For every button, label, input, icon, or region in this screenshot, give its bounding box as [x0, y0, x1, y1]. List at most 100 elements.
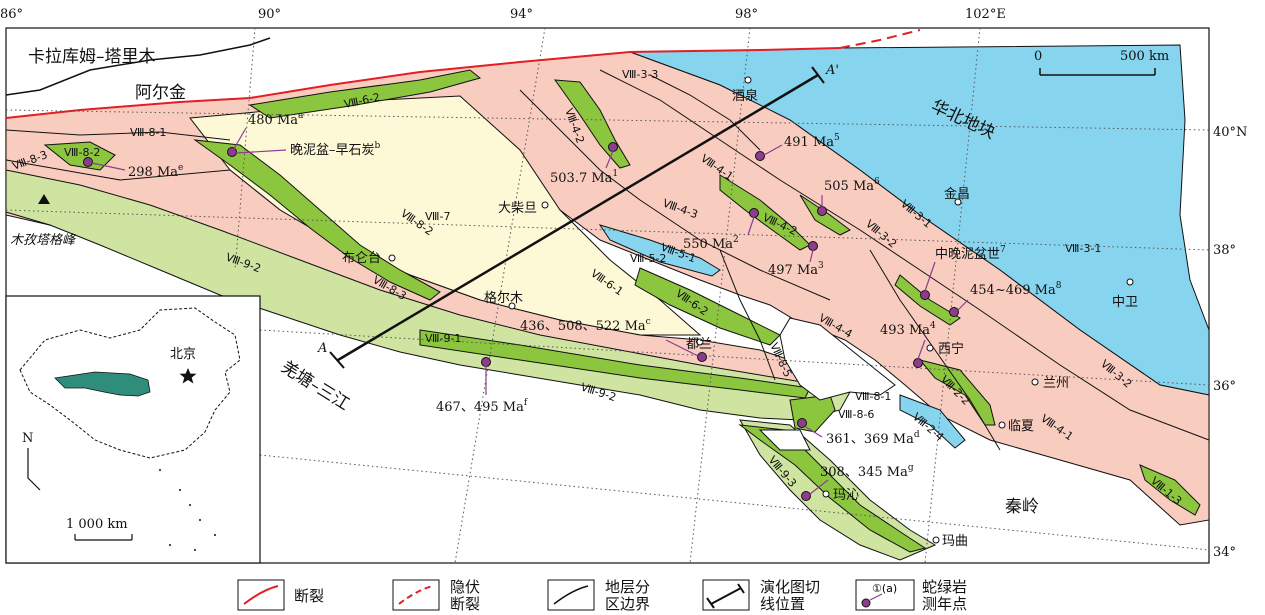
city-maqu: 玛曲: [942, 534, 968, 549]
zone-label: Ⅷ-5-2: [630, 252, 666, 265]
legend-section-2: 线位置: [760, 595, 805, 613]
city-muztag: 木孜塔格峰: [10, 233, 76, 248]
boundary-line: [519, 89, 831, 301]
blue-strip-5-1: [598, 224, 721, 277]
city-marker: [541, 201, 549, 209]
section-end-a-prime: [811, 66, 825, 84]
lat-tick: 40°N: [1213, 125, 1247, 140]
graticule-line: [454, 27, 546, 564]
legend-box-hidden-fault: [392, 579, 440, 611]
leader-line: [957, 299, 969, 311]
boundary-line: [719, 249, 776, 381]
age-label-467: 467、495 Maf: [436, 398, 528, 415]
zone-label: Ⅷ-3-1: [1065, 242, 1101, 255]
island-dot: [194, 549, 196, 551]
graticule-line: [259, 329, 1210, 386]
age-label-308: 308、345 Mag: [820, 463, 914, 480]
city-marker: [744, 76, 752, 84]
city-marker: [954, 198, 962, 206]
leader-line: [805, 426, 823, 438]
legend-fault-symbol: [243, 585, 279, 605]
inset-frame: [5, 295, 261, 564]
sample-point: [697, 352, 707, 362]
lat-tick: 36°: [1213, 379, 1236, 394]
lon-tick: 90°: [258, 7, 281, 22]
graticule-line: [259, 454, 1210, 551]
city-jinchang: 金昌: [944, 186, 970, 202]
sample-point: [913, 358, 923, 368]
white-embayment: [779, 317, 896, 401]
inset-scale-label: 1 000 km: [66, 517, 128, 532]
section-label-a: A: [317, 341, 327, 356]
city-marker: [998, 421, 1006, 429]
sample-point: [797, 418, 807, 428]
legend-box-boundary: [547, 579, 595, 611]
legend-section-end: [737, 583, 745, 594]
green-belt-6-2: [248, 69, 482, 119]
zone-label: Ⅷ-8-1: [855, 390, 891, 403]
island-dot: [179, 489, 181, 491]
fault-line: [5, 47, 841, 119]
legend-fault: 断裂: [294, 587, 324, 605]
leader-line: [809, 479, 829, 495]
inset-china-outline: [19, 307, 241, 459]
legend-hidden-fault-1: 隐伏: [450, 578, 480, 596]
age-label-361: 361、369 Mad: [826, 430, 920, 447]
island-dot: [214, 534, 216, 536]
north-arrow-icon: [27, 448, 41, 491]
city-dachaidan: 大柴旦: [498, 201, 537, 216]
city-marker: [388, 254, 396, 262]
legend-sample-dot: [861, 598, 871, 608]
white-notch: [758, 429, 811, 451]
leader-line: [665, 339, 699, 357]
boundary-line: [5, 129, 231, 141]
green-belt-3-2: [894, 274, 961, 326]
leader-line: [924, 261, 936, 292]
legend-box-fault: [237, 579, 285, 611]
region-aerjin: 阿尔金: [135, 83, 186, 103]
island-dot: [199, 519, 201, 521]
section-label-a-prime: A': [825, 63, 839, 78]
city-marker: [932, 536, 940, 544]
sample-point: [608, 142, 618, 152]
green-belt-4-1: [719, 174, 811, 251]
boundary-line: [599, 69, 1210, 441]
age-label-late-devonian: 晚泥盆–早石炭b: [290, 141, 381, 158]
blue-strip-2-4: [899, 394, 966, 449]
inset-islands: [159, 469, 216, 551]
section-line: [337, 73, 819, 362]
city-maqin: 玛沁: [833, 488, 859, 503]
legend-hidden-fault-symbol: [398, 585, 434, 605]
legend-section-end: [706, 597, 715, 609]
inset-star-icon: [179, 368, 197, 384]
leader-line: [763, 144, 783, 156]
sample-point: [817, 206, 827, 216]
green-belt-2-2: [918, 359, 996, 426]
zone-label: Ⅷ-8-1: [130, 126, 166, 139]
lat-tick: 38°: [1213, 243, 1236, 258]
age-label-mid-late-devonian: 中晚泥盆世7: [935, 245, 1006, 262]
lon-tick: 102°E: [965, 7, 1006, 22]
sample-point: [755, 151, 765, 161]
section-end-a: [329, 351, 345, 369]
boundary-line: [869, 249, 1001, 451]
sample-point: [920, 290, 930, 300]
inset-study-area: [54, 371, 151, 397]
city-dulan: 都兰: [686, 337, 712, 352]
leader-line: [91, 162, 126, 171]
sample-point: [749, 208, 759, 218]
age-label-550: 550 Ma2: [683, 235, 739, 252]
zone-label: Ⅷ-3-3: [622, 68, 658, 81]
lon-tick: 94°: [510, 7, 533, 22]
hidden-fault-line: [839, 29, 921, 49]
age-label-436: 436、508、522 Mac: [520, 317, 651, 334]
green-belt-9-3: [738, 424, 927, 553]
altyn-outline: [5, 37, 271, 96]
sample-point: [949, 307, 959, 317]
zone-label: Ⅷ-7: [425, 210, 450, 223]
city-lanzhou: 兰州: [1043, 376, 1069, 391]
zone-label: Ⅷ-8-2: [64, 146, 100, 159]
island-dot: [159, 469, 161, 471]
legend-sample-marker: ①(a): [872, 582, 897, 595]
